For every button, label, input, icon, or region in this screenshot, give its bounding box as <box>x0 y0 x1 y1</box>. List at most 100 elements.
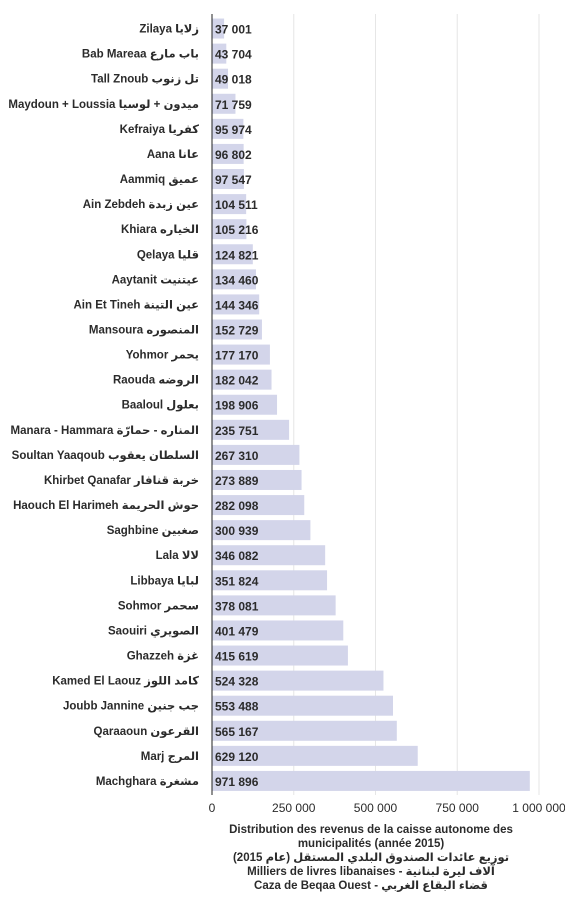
value-labels: 37 001 43 704 49 018 71 759 95 974 96 802 97 5… <box>215 23 259 789</box>
category-label: Zilaya زلايا <box>139 24 199 36</box>
value-label: 96 802 <box>215 148 252 162</box>
bar <box>212 169 244 190</box>
category-label: Sohmor سحمر <box>118 600 199 612</box>
caption-line-4: Caza de Beqaa Ouest - قضاء البقاع الغربي <box>254 880 488 892</box>
value-label: 182 042 <box>215 374 259 388</box>
category-label: Manara - Hammara المناره - حمارّة <box>11 425 199 437</box>
category-label: Ghazzeh غزة <box>127 651 199 663</box>
bar <box>212 18 225 39</box>
category-label: Mansoura المنصوره <box>89 325 199 338</box>
value-label: 198 906 <box>215 399 259 413</box>
bar <box>212 495 305 516</box>
category-label: Kefraiya كفريا <box>120 124 200 136</box>
bar <box>212 294 260 315</box>
bar <box>212 670 384 691</box>
value-label: 629 120 <box>215 750 259 764</box>
bar <box>212 68 229 89</box>
value-label: 565 167 <box>215 725 259 739</box>
category-label: Maydoun + Loussia ميدون + لوسيا <box>8 99 199 112</box>
value-label: 300 939 <box>215 524 259 538</box>
caption-line-3: Milliers de livres libanaises - آلاف لير… <box>247 866 495 878</box>
bar <box>212 43 227 64</box>
bar <box>212 545 326 566</box>
category-label: Aaytanit عيتنيت <box>112 274 199 286</box>
bar <box>212 93 236 114</box>
category-label: Aana عانا <box>147 149 199 161</box>
value-label: 401 479 <box>215 624 259 638</box>
bar <box>212 244 253 265</box>
value-label: 37 001 <box>215 23 252 37</box>
value-label: 43 704 <box>215 48 252 62</box>
category-label: Saouiri الصويري <box>108 625 199 638</box>
category-label: Soultan Yaaqoub السلطان يعقوب <box>12 450 199 463</box>
value-label: 124 821 <box>215 248 259 262</box>
value-label: 971 896 <box>215 775 259 789</box>
category-label: Saghbine صغبين <box>107 525 199 537</box>
value-label: 267 310 <box>215 449 259 463</box>
bar <box>212 745 418 766</box>
category-label: Marj المرج <box>141 751 199 764</box>
x-tick-label: 500 000 <box>354 801 398 815</box>
bar <box>212 695 393 716</box>
x-tick-label: 250 000 <box>272 801 316 815</box>
bars <box>212 18 530 791</box>
bar <box>212 394 278 415</box>
value-label: 95 974 <box>215 123 252 137</box>
caption-line-1: Distribution des revenus de la caisse au… <box>229 824 513 850</box>
bar <box>212 570 328 591</box>
bar <box>212 319 262 340</box>
bar <box>212 419 290 440</box>
category-label: Ain Et Tineh عين التينة <box>74 299 200 311</box>
bar <box>212 595 336 616</box>
bar <box>212 469 302 490</box>
bar <box>212 194 247 215</box>
bar <box>212 645 348 666</box>
bar <box>212 269 256 290</box>
category-label: Ain Zebdeh عين زبدة <box>83 199 199 211</box>
x-tick-label: 750 000 <box>436 801 480 815</box>
value-label: 553 488 <box>215 700 259 714</box>
x-tick-label: 0 <box>209 801 216 815</box>
category-label: Haouch El Harimeh حوش الحريمة <box>13 500 199 513</box>
value-label: 415 619 <box>215 650 259 664</box>
category-label: Khiara الخياره <box>121 224 199 236</box>
category-label: Kamed El Laouz كامد اللوز <box>52 676 199 689</box>
chart-caption: Distribution des revenus de la caisse au… <box>212 823 530 893</box>
caption-line-2: توزيع عائدات الصندوق البلدي المستقل (عام… <box>232 852 510 864</box>
value-label: 97 547 <box>215 173 252 187</box>
value-label: 49 018 <box>215 73 252 87</box>
bar-chart: Zilaya زلايا Bab Mareaa باب مارع Tall Znou… <box>8 14 565 815</box>
value-label: 144 346 <box>215 298 259 312</box>
value-label: 346 082 <box>215 549 259 563</box>
category-labels: Zilaya زلايا Bab Mareaa باب مارع Tall Znou… <box>8 24 199 788</box>
value-label: 71 759 <box>215 98 252 112</box>
category-label: Aammiq عميق <box>120 174 199 186</box>
bar <box>212 143 244 164</box>
category-label: Libbaya لبايا <box>130 575 199 587</box>
value-label: 152 729 <box>215 324 259 338</box>
value-label: 134 460 <box>215 273 259 287</box>
value-label: 235 751 <box>215 424 259 438</box>
value-label: 104 511 <box>215 198 258 212</box>
category-label: Raouda الروضه <box>113 375 199 388</box>
category-label: Lala لالا <box>156 550 199 562</box>
bar <box>212 118 244 139</box>
category-label: Machghara مشغرة <box>96 776 199 788</box>
bar <box>212 369 272 390</box>
x-axis-ticks: 0 250 000 500 000 750 000 1 000 000 <box>209 801 565 815</box>
category-label: Tall Znoub تل زنوب <box>91 74 199 87</box>
bar <box>212 344 270 365</box>
bar <box>212 620 344 641</box>
value-label: 273 889 <box>215 474 259 488</box>
category-label: Yohmor يحمر <box>126 350 199 362</box>
value-label: 105 216 <box>215 223 259 237</box>
category-label: Qaraaoun القرعون <box>94 726 199 739</box>
value-label: 282 098 <box>215 499 259 513</box>
category-label: Baaloul بعلول <box>122 400 199 413</box>
category-label: Qelaya قليا <box>137 249 199 261</box>
category-label: Joubb Jannine جب جنين <box>63 701 199 713</box>
value-label: 177 170 <box>215 349 259 363</box>
bar <box>212 444 300 465</box>
bar <box>212 770 530 791</box>
bar <box>212 520 311 541</box>
